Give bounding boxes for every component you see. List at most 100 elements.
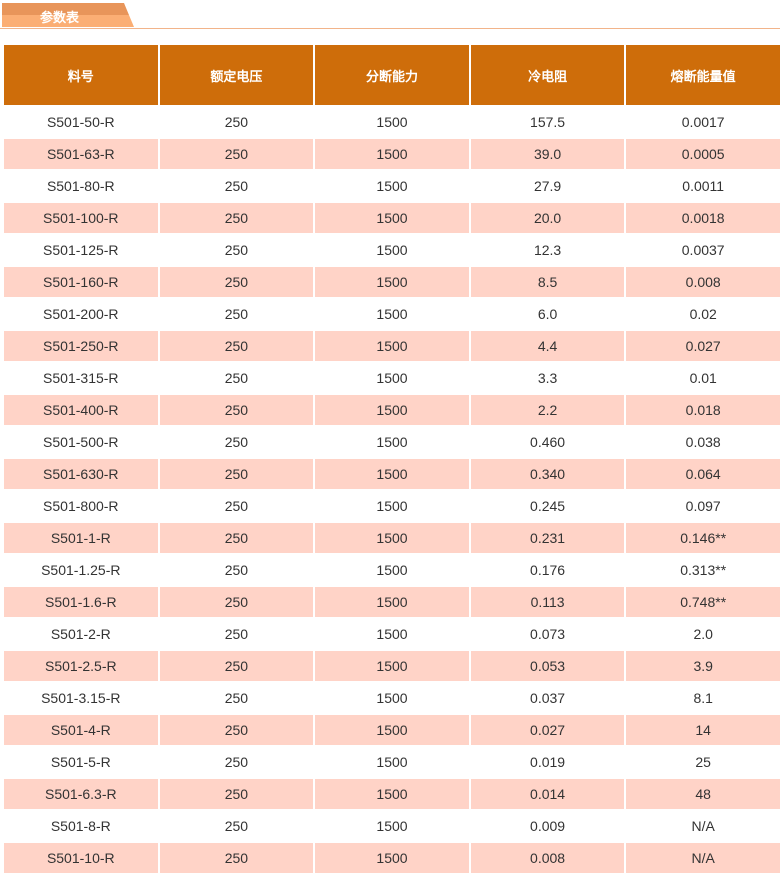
- cell-breaking-capacity: 1500: [315, 523, 469, 553]
- cell-rated-voltage: 250: [159, 587, 314, 617]
- cell-cold-resistance: 0.009: [530, 818, 566, 834]
- column-header-part-number: 料号: [4, 45, 158, 105]
- table-row: S501-3.15-R 250 1500 0.037 8.1: [4, 683, 780, 713]
- cell-cold-resistance: 0.014: [470, 779, 625, 809]
- cell-part-number: S501-63-R: [4, 139, 158, 169]
- table-row: S501-800-R 250 1500 0.245 0.097: [4, 491, 780, 521]
- cell-part-number: S501-3.15-R: [41, 690, 121, 706]
- cell-cold-resistance: 20.0: [470, 203, 625, 233]
- cell-cold-resistance: 8.5: [470, 267, 625, 297]
- cell-part-number: S501-80-R: [46, 178, 115, 194]
- column-header-rated-voltage: 额定电压: [159, 45, 314, 105]
- table-row: S501-1.6-R 250 1500 0.113 0.748**: [4, 587, 780, 617]
- cell-part-number: S501-50-R: [46, 114, 115, 130]
- cell-melting-i2t: 0.313**: [680, 562, 727, 578]
- cell-part-number: S501-125-R: [43, 242, 119, 258]
- cell-cold-resistance: 0.008: [470, 843, 625, 873]
- cell-rated-voltage: 250: [224, 498, 249, 514]
- table-row: S501-630-R 250 1500 0.340 0.064: [4, 459, 780, 489]
- cell-part-number: S501-4-R: [4, 715, 158, 745]
- cell-melting-i2t: 0.027: [626, 331, 780, 361]
- cell-melting-i2t: 0.748**: [626, 587, 780, 617]
- cell-cold-resistance: 0.053: [470, 651, 625, 681]
- cell-cold-resistance: 0.027: [470, 715, 625, 745]
- cell-cold-resistance: 39.0: [470, 139, 625, 169]
- cell-melting-i2t: 0.0017: [681, 114, 725, 130]
- cell-part-number: S501-5-R: [50, 754, 111, 770]
- cell-breaking-capacity: 1500: [376, 754, 408, 770]
- table-row: S501-160-R 250 1500 8.5 0.008: [4, 267, 780, 297]
- cell-melting-i2t: 0.0005: [626, 139, 780, 169]
- cell-breaking-capacity: 1500: [315, 779, 469, 809]
- tab-parameters[interactable]: 参数表: [2, 3, 134, 27]
- cell-part-number: S501-400-R: [4, 395, 158, 425]
- cell-cold-resistance: 6.0: [537, 306, 558, 322]
- table-row: S501-6.3-R 250 1500 0.014 48: [4, 779, 780, 809]
- cell-breaking-capacity: 1500: [315, 331, 469, 361]
- table-row: S501-50-R 250 1500 157.5 0.0017: [4, 107, 780, 137]
- cell-melting-i2t: 0.038: [685, 434, 721, 450]
- cell-rated-voltage: 250: [159, 139, 314, 169]
- cell-rated-voltage: 250: [159, 203, 314, 233]
- cell-melting-i2t: N/A: [691, 818, 715, 834]
- cell-melting-i2t: 0.0018: [626, 203, 780, 233]
- table-row: S501-2-R 250 1500 0.073 2.0: [4, 619, 780, 649]
- cell-part-number: S501-500-R: [43, 434, 119, 450]
- column-header-cold-resistance: 冷电阻: [470, 45, 625, 105]
- table-row: S501-1.25-R 250 1500 0.176 0.313**: [4, 555, 780, 585]
- cell-rated-voltage: 250: [224, 178, 249, 194]
- cell-melting-i2t: 0.097: [685, 498, 721, 514]
- cell-rated-voltage: 250: [159, 267, 314, 297]
- cell-breaking-capacity: 1500: [315, 715, 469, 745]
- cell-part-number: S501-800-R: [43, 498, 119, 514]
- cell-part-number: S501-1.25-R: [41, 562, 121, 578]
- cell-part-number: S501-315-R: [43, 370, 119, 386]
- cell-rated-voltage: 250: [224, 754, 249, 770]
- cell-breaking-capacity: 1500: [376, 626, 408, 642]
- cell-breaking-capacity: 1500: [376, 434, 408, 450]
- cell-breaking-capacity: 1500: [315, 395, 469, 425]
- cell-rated-voltage: 250: [159, 395, 314, 425]
- cell-part-number: S501-2-R: [50, 626, 111, 642]
- cell-rated-voltage: 250: [159, 651, 314, 681]
- cell-breaking-capacity: 1500: [376, 498, 408, 514]
- cell-rated-voltage: 250: [159, 779, 314, 809]
- cell-melting-i2t: 8.1: [693, 690, 713, 706]
- cell-cold-resistance: 0.073: [530, 626, 566, 642]
- cell-melting-i2t: 14: [626, 715, 780, 745]
- cell-rated-voltage: 250: [224, 690, 249, 706]
- table-row: S501-315-R 250 1500 3.3 0.01: [4, 363, 780, 393]
- cell-melting-i2t: 0.146**: [626, 523, 780, 553]
- cell-rated-voltage: 250: [224, 242, 249, 258]
- cell-breaking-capacity: 1500: [376, 114, 408, 130]
- cell-breaking-capacity: 1500: [315, 267, 469, 297]
- table-row: S501-8-R 250 1500 0.009 N/A: [4, 811, 780, 841]
- cell-rated-voltage: 250: [224, 626, 249, 642]
- cell-cold-resistance: 12.3: [533, 242, 562, 258]
- cell-rated-voltage: 250: [159, 523, 314, 553]
- cell-melting-i2t: 48: [626, 779, 780, 809]
- table-row: S501-200-R 250 1500 6.0 0.02: [4, 299, 780, 329]
- cell-cold-resistance: 0.176: [530, 562, 566, 578]
- parameter-table: 料号 额定电压 分断能力 冷电阻 熔断能量值 S501-50-R 250 1500 157.5…: [2, 43, 780, 875]
- column-header-melting-i2t: 熔断能量值: [626, 45, 780, 105]
- table-row: S501-400-R 250 1500 2.2 0.018: [4, 395, 780, 425]
- cell-part-number: S501-250-R: [4, 331, 158, 361]
- cell-melting-i2t: 3.9: [626, 651, 780, 681]
- cell-rated-voltage: 250: [159, 843, 314, 873]
- table-row: S501-4-R 250 1500 0.027 14: [4, 715, 780, 745]
- table-row: S501-1-R 250 1500 0.231 0.146**: [4, 523, 780, 553]
- cell-breaking-capacity: 1500: [376, 818, 408, 834]
- cell-rated-voltage: 250: [159, 331, 314, 361]
- cell-cold-resistance: 0.037: [530, 690, 566, 706]
- cell-rated-voltage: 250: [224, 114, 249, 130]
- table-row: S501-2.5-R 250 1500 0.053 3.9: [4, 651, 780, 681]
- cell-part-number: S501-8-R: [50, 818, 111, 834]
- header-row: 料号 额定电压 分断能力 冷电阻 熔断能量值: [4, 45, 780, 105]
- table-row: S501-100-R 250 1500 20.0 0.0018: [4, 203, 780, 233]
- cell-melting-i2t: 25: [695, 754, 711, 770]
- cell-rated-voltage: 250: [224, 562, 249, 578]
- cell-melting-i2t: 0.018: [626, 395, 780, 425]
- table-row: S501-80-R 250 1500 27.9 0.0011: [4, 171, 780, 201]
- column-header-breaking-capacity: 分断能力: [315, 45, 469, 105]
